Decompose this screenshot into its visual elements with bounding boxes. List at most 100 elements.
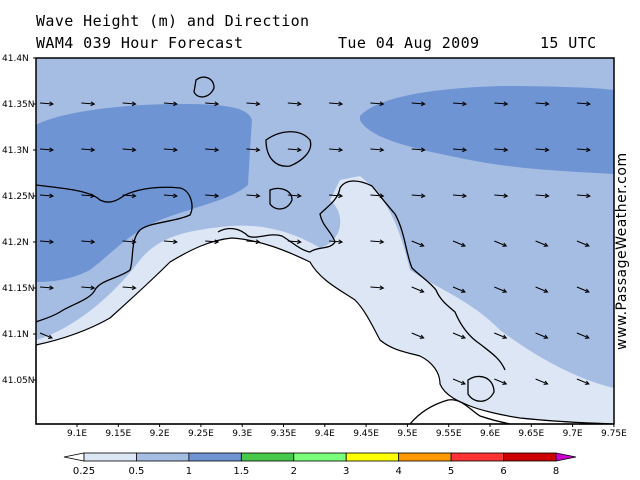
- lat-label: 41.35N: [2, 100, 35, 110]
- lon-label: 9.1E: [67, 429, 87, 439]
- wave-arrow: [370, 147, 385, 153]
- chart-title: Wave Height (m) and Direction: [36, 12, 310, 30]
- legend-swatch: [503, 452, 557, 462]
- lon-label: 9.65E: [518, 429, 544, 439]
- wave-arrow: [287, 193, 302, 199]
- wave-arrow: [81, 147, 96, 153]
- wave-arrow: [411, 193, 426, 199]
- legend-swatch: [188, 452, 242, 462]
- lon-label: 9.7E: [563, 429, 583, 439]
- wave-arrow: [246, 101, 261, 107]
- wave-arrow: [122, 147, 137, 153]
- wave-arrow: [576, 193, 591, 199]
- wave-arrow: [452, 240, 466, 247]
- wave-arrow: [535, 378, 549, 385]
- wave-arrow: [452, 378, 466, 385]
- forecast-label: WAM4 039 Hour Forecast: [36, 34, 244, 52]
- wave-arrow: [246, 147, 261, 153]
- wave-arrow: [163, 193, 178, 199]
- coast-south: [409, 399, 511, 425]
- wave-arrow: [287, 239, 302, 245]
- wave-arrow: [535, 101, 550, 107]
- legend-swatch: [136, 452, 190, 462]
- legend-label: 1: [186, 466, 192, 477]
- wave-arrow: [287, 101, 302, 107]
- lon-label: 9.6E: [480, 429, 500, 439]
- legend-label: 6: [500, 466, 506, 477]
- wave-arrow: [535, 193, 550, 199]
- wave-arrow: [494, 101, 509, 107]
- legend-label: 0.5: [128, 466, 144, 477]
- lon-label: 9.25E: [188, 429, 214, 439]
- wave-arrow: [39, 332, 53, 339]
- wave-arrow: [452, 286, 466, 293]
- legend-label: 3: [343, 466, 349, 477]
- legend-swatch: [293, 452, 347, 462]
- wave-arrow: [205, 101, 220, 107]
- lat-label: 41.3N: [2, 146, 29, 156]
- wave-arrow: [81, 239, 96, 245]
- wave-arrow: [535, 147, 550, 153]
- wave-arrow: [535, 332, 549, 339]
- wave-arrow: [122, 101, 137, 107]
- wave-height-field: [35, 58, 615, 425]
- legend-arrow-left: [63, 452, 85, 462]
- sardinia-coast: [217, 180, 506, 371]
- wave-arrow: [205, 147, 220, 153]
- legend-label: 0.25: [73, 466, 95, 477]
- wave-arrow: [452, 193, 468, 199]
- forecast-time: 15 UTC: [540, 34, 597, 52]
- wave-arrow: [576, 378, 590, 385]
- wave-arrow: [370, 285, 385, 291]
- wave-arrow: [122, 285, 137, 291]
- legend-label: 2: [291, 466, 297, 477]
- legend-swatch: [450, 452, 504, 462]
- island-small-2: [193, 76, 215, 98]
- wave-arrow: [370, 193, 385, 199]
- wave-arrow: [494, 286, 508, 293]
- legend-swatch: [240, 452, 295, 462]
- legend-label: 4: [395, 466, 401, 477]
- lat-label: 41.15N: [2, 284, 35, 294]
- legend-swatch: [345, 452, 400, 462]
- wave-arrow: [81, 285, 96, 291]
- wave-arrow: [163, 147, 178, 153]
- lon-label: 9.75E: [601, 429, 627, 439]
- wave-arrow: [329, 239, 344, 245]
- wave-arrow: [205, 239, 220, 245]
- wave-arrow: [329, 193, 344, 199]
- wave-arrow: [246, 193, 261, 199]
- coastlines: [35, 76, 511, 425]
- lon-label: 9.3E: [232, 429, 252, 439]
- forecast-date: Tue 04 Aug 2009: [338, 34, 480, 52]
- lat-label: 41.25N: [2, 192, 35, 202]
- wave-arrow: [246, 239, 261, 245]
- wave-arrow: [122, 239, 137, 245]
- wave-arrow: [494, 378, 508, 385]
- wave-arrow: [205, 193, 220, 199]
- wave-arrow: [39, 147, 55, 153]
- wave-arrow: [163, 239, 178, 245]
- wave-arrow: [576, 147, 591, 153]
- wave-arrow: [122, 193, 137, 199]
- wave-arrow: [411, 286, 425, 293]
- lon-label: 9.4E: [315, 429, 335, 439]
- lon-label: 9.15E: [105, 429, 131, 439]
- wave-arrow: [287, 147, 302, 153]
- sea-dark-band-west: [36, 104, 252, 282]
- sea-dark-band-east: [360, 86, 614, 174]
- island-small-3: [467, 375, 495, 402]
- wave-arrow: [39, 193, 55, 199]
- wave-arrow: [494, 193, 509, 199]
- land-mass: [35, 237, 615, 425]
- legend-arrow-right: [555, 452, 577, 462]
- wave-arrow: [535, 240, 549, 247]
- lon-label: 9.35E: [271, 429, 297, 439]
- wave-arrow: [494, 332, 508, 339]
- wave-arrow: [576, 240, 590, 247]
- latitude-labels: 41.4N 41.35N 41.3N 41.25N 41.2N 41.15N 41.1N 41…: [2, 54, 36, 386]
- wave-arrow: [39, 101, 55, 107]
- longitude-labels: 9.1E 9.15E 9.2E 9.25E 9.3E 9.35E 9.4E 9.45E 9.5E…: [67, 424, 627, 439]
- island-small-1: [269, 187, 293, 210]
